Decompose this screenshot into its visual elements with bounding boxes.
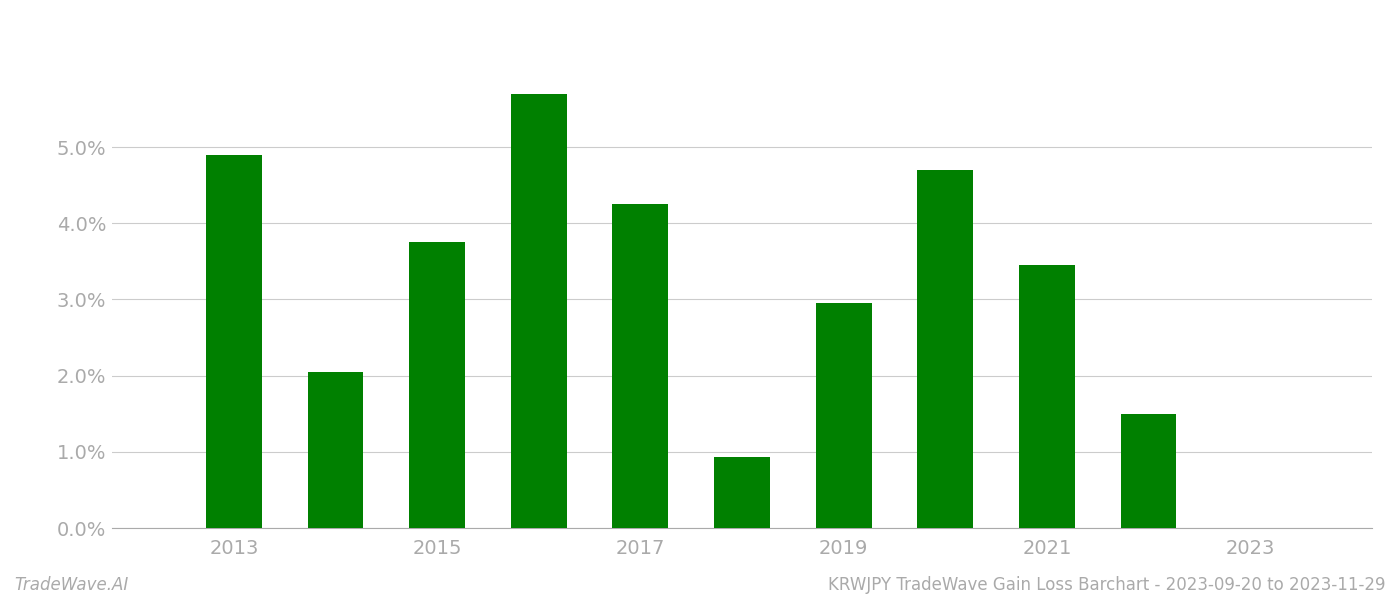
Bar <box>308 372 364 528</box>
Bar <box>1120 414 1176 528</box>
Bar <box>816 303 872 528</box>
Bar <box>714 457 770 528</box>
Bar <box>511 94 567 528</box>
Bar <box>206 155 262 528</box>
Text: KRWJPY TradeWave Gain Loss Barchart - 2023-09-20 to 2023-11-29: KRWJPY TradeWave Gain Loss Barchart - 20… <box>829 576 1386 594</box>
Bar <box>409 242 465 528</box>
Bar <box>1019 265 1075 528</box>
Bar <box>917 170 973 528</box>
Text: TradeWave.AI: TradeWave.AI <box>14 576 129 594</box>
Bar <box>612 204 668 528</box>
